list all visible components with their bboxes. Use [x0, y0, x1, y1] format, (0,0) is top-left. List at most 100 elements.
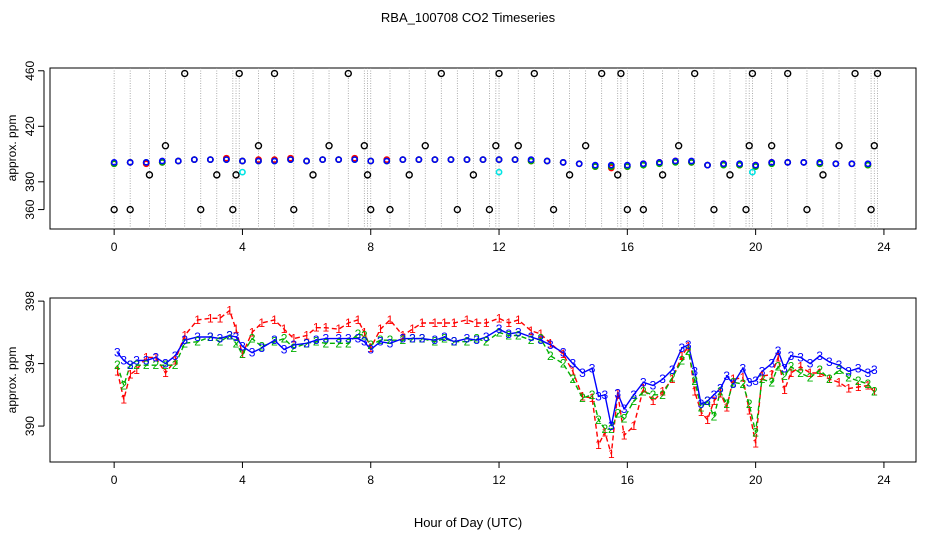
bottom-series-1-point: 1 — [127, 368, 134, 382]
bottom-series-1-point: 1 — [528, 324, 535, 338]
bottom-series-3-point: 3 — [153, 350, 160, 364]
bottom-xtick-label: 0 — [111, 473, 118, 487]
bottom-series-1-line — [116, 309, 875, 455]
bottom-series-2-point: 2 — [775, 360, 782, 374]
bottom-series-2-point: 2 — [871, 385, 878, 399]
top-xtick-label: 8 — [367, 240, 374, 254]
bottom-series-2-point: 2 — [181, 336, 188, 350]
bottom-ytick-label: 398 — [23, 291, 37, 311]
top-series-3-point — [415, 156, 423, 164]
bottom-series-2-point: 2 — [855, 374, 862, 388]
bottom-series-2-point: 2 — [752, 425, 759, 439]
bottom-series-3-point: 3 — [194, 330, 201, 344]
bottom-series-3-point: 3 — [865, 366, 872, 380]
bottom-series-1-point: 1 — [239, 347, 246, 361]
bottom-series-2-point: 2 — [441, 332, 448, 346]
top-panel: approx. ppm 0 4 8 12 16 20 24 360 380 420 460 — [5, 60, 917, 254]
bottom-series-1-point: 1 — [560, 347, 567, 361]
bottom-series-2-point: 2 — [759, 372, 766, 386]
outlier-point — [145, 171, 154, 179]
bottom-series-1-point: 1 — [290, 332, 297, 346]
bottom-series-2-point: 2 — [717, 385, 724, 399]
bottom-series-1-point: 1 — [685, 339, 692, 353]
outlier-point — [530, 69, 539, 78]
bottom-series-2-point: 2 — [496, 325, 503, 339]
outlier-point — [597, 69, 606, 78]
bottom-series-2-point: 2 — [419, 332, 426, 346]
outlier-point — [674, 142, 683, 150]
outlier-point — [870, 142, 879, 150]
bottom-series-3-point: 3 — [537, 333, 544, 347]
bottom-series-2-point: 2 — [797, 366, 804, 380]
outlier-point — [514, 142, 522, 150]
bottom-series-2-point: 2 — [345, 336, 352, 350]
bottom-series-2-point: 2 — [560, 357, 567, 371]
top-series-3-point — [607, 161, 615, 169]
bottom-series-1-point: 1 — [614, 386, 621, 400]
bottom-ytick-label: 394 — [23, 353, 37, 373]
outlier-point — [232, 171, 240, 179]
bottom-series-2-point: 2 — [788, 360, 795, 374]
bottom-series-2-point: 2 — [233, 336, 240, 350]
bottom-series-1-point: 1 — [797, 360, 804, 374]
bottom-series-1-point: 1 — [752, 436, 759, 450]
bottom-series-1-point: 1 — [120, 393, 127, 407]
bottom-series-1-point: 1 — [399, 328, 406, 342]
bottom-series-1-point: 1 — [207, 311, 214, 325]
bottom-series-3-point: 3 — [271, 333, 278, 347]
bottom-series-1-point: 1 — [717, 386, 724, 400]
bottom-series-3-point: 3 — [409, 332, 416, 346]
bottom-series-3-point: 3 — [579, 366, 586, 380]
bottom-series-3-point: 3 — [614, 386, 621, 400]
bottom-series-2-point: 2 — [143, 358, 150, 372]
bottom-series-1-point: 1 — [855, 380, 862, 394]
bottom-series-1-point: 1 — [807, 366, 814, 380]
bottom-series-3-point: 3 — [322, 332, 329, 346]
top-panel-frame — [49, 67, 917, 230]
bottom-series-3-point: 3 — [335, 332, 342, 346]
bottom-series-3-point: 3 — [685, 338, 692, 352]
top-series-3-point — [239, 157, 246, 165]
outlier-point — [614, 171, 622, 179]
bottom-series-3-point: 3 — [281, 343, 288, 357]
outlier-point — [623, 205, 632, 214]
bottom-series-3-point: 3 — [871, 363, 878, 377]
top-series-3-point — [255, 157, 262, 165]
outlier-point — [784, 69, 792, 78]
top-series-3-point — [768, 158, 776, 166]
bottom-series-1-point: 1 — [133, 363, 140, 377]
bottom-series-1-point: 1 — [781, 383, 788, 397]
outlier-point — [161, 142, 170, 150]
top-series-3-point — [704, 161, 711, 169]
bottom-series-2-point: 2 — [226, 328, 233, 342]
bottom-series-3-point: 3 — [704, 394, 711, 408]
bottom-series-3-point: 3 — [797, 350, 804, 364]
bottom-series-1-point: 1 — [775, 350, 782, 364]
outlier-point — [254, 142, 263, 150]
bottom-series-2-point: 2 — [483, 335, 490, 349]
bottom-series-2-point: 2 — [621, 411, 628, 425]
bottom-series-2-point: 2 — [528, 333, 535, 347]
bottom-series-1-point: 1 — [271, 313, 278, 327]
bottom-series-2-point: 2 — [691, 374, 698, 388]
bottom-series-1-point: 1 — [451, 316, 458, 330]
top-ytick-label: 380 — [23, 171, 37, 191]
top-xtick-label: 12 — [492, 240, 506, 254]
bottom-series-3-point: 3 — [399, 332, 406, 346]
bottom-series-2-point: 2 — [120, 378, 127, 392]
top-ytick-label: 360 — [23, 199, 37, 219]
outlier-point — [309, 171, 317, 179]
bottom-series-2-point: 2 — [335, 336, 342, 350]
bottom-series-2-point: 2 — [432, 335, 439, 349]
outlier-point — [726, 171, 734, 179]
top-series-3-point — [575, 160, 583, 168]
outlier-point — [437, 69, 446, 78]
bottom-series-1-point: 1 — [845, 382, 852, 396]
outlier-point — [710, 205, 718, 214]
bottom-series-3-point: 3 — [659, 372, 666, 386]
bottom-series-3-point: 3 — [217, 332, 224, 346]
outlier-point — [748, 69, 757, 78]
top-series-3-point — [639, 160, 647, 168]
bottom-series-1-point: 1 — [515, 313, 522, 327]
